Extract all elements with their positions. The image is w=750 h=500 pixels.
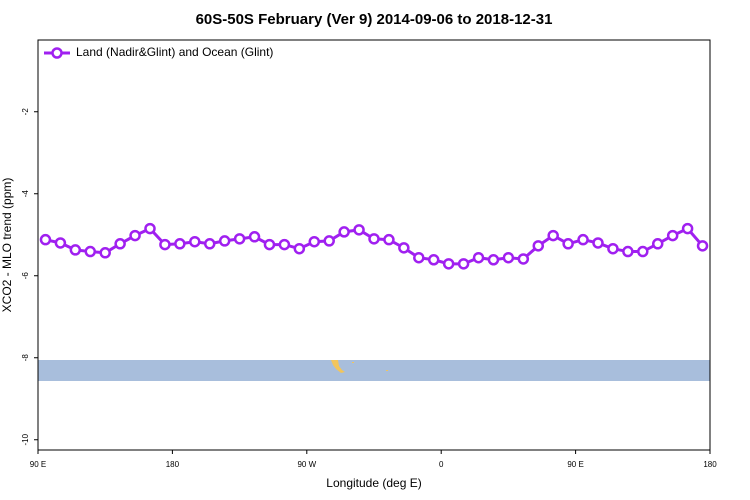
data-point bbox=[99, 247, 111, 259]
data-point bbox=[263, 238, 276, 251]
data-point bbox=[54, 237, 67, 249]
data-point bbox=[577, 233, 589, 246]
y-tick-label: -8 bbox=[21, 354, 30, 362]
data-point bbox=[159, 238, 171, 251]
data-point bbox=[84, 245, 97, 258]
data-point bbox=[427, 254, 440, 266]
data-point bbox=[189, 235, 201, 248]
legend-marker bbox=[51, 47, 63, 59]
data-point bbox=[383, 233, 395, 246]
data-point bbox=[278, 238, 291, 251]
data-point bbox=[39, 233, 52, 246]
data-point bbox=[248, 231, 261, 243]
data-point bbox=[517, 253, 530, 265]
data-point bbox=[607, 242, 619, 255]
data-point bbox=[368, 233, 380, 245]
data-point bbox=[69, 244, 82, 256]
data-point bbox=[696, 240, 709, 252]
data-point bbox=[457, 258, 470, 270]
x-tick-label: 0 bbox=[439, 460, 444, 469]
y-tick-label: -4 bbox=[21, 190, 30, 198]
data-point bbox=[472, 251, 485, 264]
data-point bbox=[413, 251, 425, 264]
data-point bbox=[203, 238, 216, 250]
data-point bbox=[308, 235, 321, 248]
x-tick-label: 180 bbox=[703, 460, 717, 469]
data-point bbox=[547, 229, 559, 242]
y-tick-label: -10 bbox=[21, 433, 30, 445]
legend-label: Land (Nadir&Glint) and Ocean (Glint) bbox=[76, 45, 273, 59]
x-tick-label: 90 E bbox=[567, 460, 583, 469]
data-point bbox=[487, 254, 500, 266]
map-strip bbox=[38, 360, 710, 381]
data-point bbox=[442, 258, 455, 270]
data-point bbox=[562, 238, 574, 250]
data-point bbox=[398, 242, 410, 254]
x-tick-label: 180 bbox=[166, 460, 180, 469]
data-point bbox=[144, 222, 156, 235]
data-point bbox=[502, 251, 515, 264]
y-axis-label: XCO2 - MLO trend (ppm) bbox=[0, 178, 14, 313]
data-point bbox=[622, 245, 634, 258]
data-point bbox=[114, 238, 126, 250]
data-point bbox=[233, 233, 246, 245]
data-point bbox=[338, 226, 350, 238]
data-point bbox=[218, 235, 231, 247]
data-point bbox=[637, 245, 649, 258]
data-point bbox=[592, 237, 604, 249]
x-tick-label: 90 E bbox=[30, 460, 46, 469]
x-axis-label: Longitude (deg E) bbox=[326, 476, 421, 490]
data-point bbox=[323, 235, 335, 247]
y-tick-label: -2 bbox=[21, 108, 30, 116]
y-tick-label: -6 bbox=[21, 272, 30, 280]
data-point bbox=[353, 224, 365, 236]
data-point bbox=[666, 229, 679, 242]
data-point bbox=[129, 229, 141, 242]
data-point bbox=[532, 240, 545, 252]
chart-title: 60S-50S February (Ver 9) 2014-09-06 to 2… bbox=[196, 11, 553, 28]
data-point bbox=[174, 238, 186, 250]
data-point bbox=[293, 242, 306, 255]
plot-frame bbox=[37, 39, 711, 451]
data-point bbox=[681, 222, 694, 235]
x-tick-label: 90 W bbox=[297, 460, 316, 469]
data-point bbox=[651, 238, 664, 250]
